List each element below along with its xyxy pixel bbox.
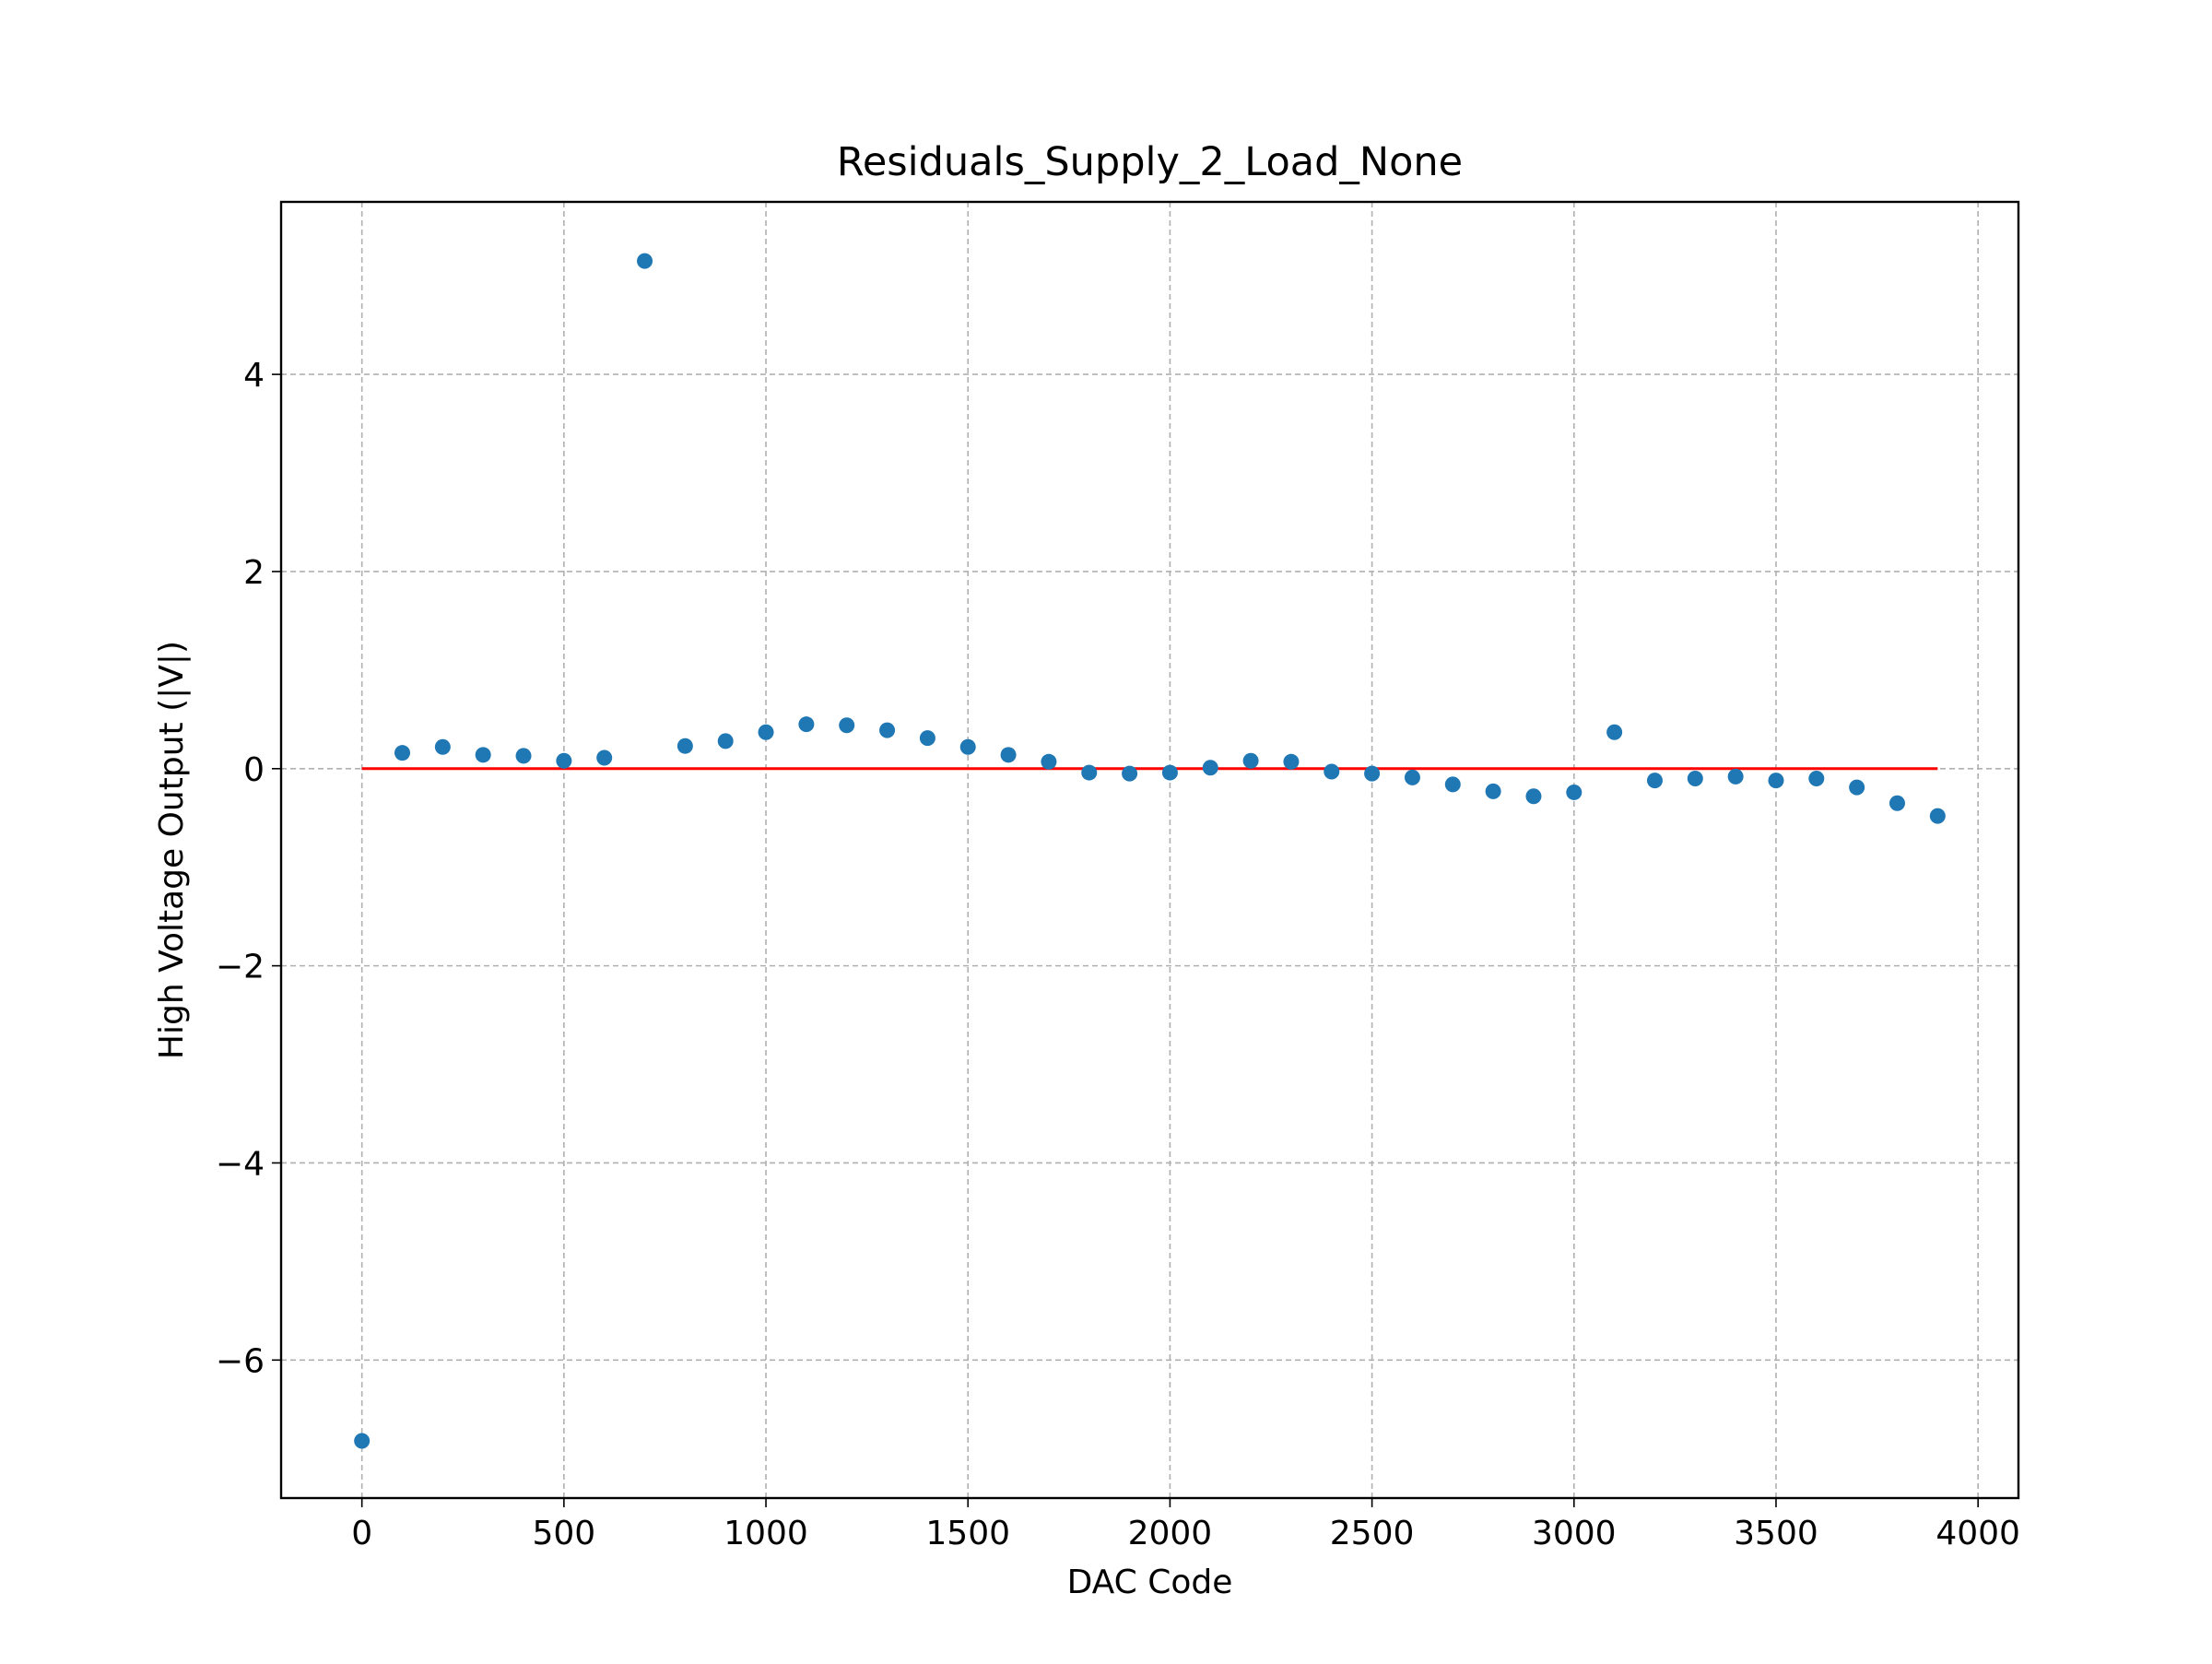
data-point bbox=[1000, 747, 1017, 763]
data-point bbox=[1242, 752, 1259, 769]
data-point bbox=[637, 253, 653, 269]
data-point bbox=[1525, 788, 1542, 805]
data-point bbox=[1566, 784, 1583, 800]
data-point bbox=[1202, 760, 1218, 776]
x-tick-label: 1000 bbox=[724, 1515, 808, 1552]
y-tick-label: −4 bbox=[216, 1145, 265, 1183]
y-tick-label: −2 bbox=[216, 949, 265, 986]
y-tick-label: −6 bbox=[216, 1342, 265, 1380]
data-point bbox=[354, 1433, 371, 1449]
x-axis-label: DAC Code bbox=[1067, 1564, 1233, 1601]
axis-ticks: 0 500 1000 1500 2000 2500 3000 3500 4000 −6 −4 −2 0 2… bbox=[216, 357, 2020, 1552]
y-tick-label: 4 bbox=[243, 357, 265, 395]
data-point bbox=[879, 722, 896, 738]
data-point bbox=[1485, 783, 1501, 799]
data-point bbox=[1122, 765, 1138, 782]
data-point bbox=[515, 748, 532, 764]
data-point bbox=[1283, 753, 1300, 770]
data-point bbox=[677, 738, 693, 754]
data-point bbox=[1849, 779, 1865, 796]
x-tick-label: 500 bbox=[533, 1515, 596, 1552]
data-point bbox=[1687, 770, 1703, 786]
data-point bbox=[959, 738, 976, 755]
x-tick-label: 3000 bbox=[1532, 1515, 1617, 1552]
data-point bbox=[1646, 773, 1663, 789]
data-point bbox=[596, 749, 613, 766]
data-point bbox=[1888, 795, 1905, 811]
plot-series bbox=[354, 253, 1946, 1449]
x-tick-label: 1500 bbox=[925, 1515, 1010, 1552]
data-point bbox=[1768, 773, 1784, 789]
x-tick-label: 4000 bbox=[1936, 1515, 2020, 1552]
chart-title: Residuals_Supply_2_Load_None bbox=[837, 139, 1463, 185]
x-tick-label: 0 bbox=[351, 1515, 372, 1552]
data-point bbox=[1041, 753, 1057, 770]
data-point bbox=[1727, 768, 1744, 785]
data-point bbox=[475, 747, 491, 763]
data-point bbox=[394, 745, 411, 761]
x-tick-label: 3500 bbox=[1734, 1515, 1818, 1552]
y-tick-label: 0 bbox=[243, 751, 265, 789]
data-point bbox=[798, 716, 815, 733]
data-point bbox=[1606, 724, 1623, 740]
plot-frame bbox=[279, 200, 2020, 1500]
data-point bbox=[1081, 764, 1098, 781]
x-tick-label: 2000 bbox=[1128, 1515, 1213, 1552]
y-axis-label: High Voltage Output (|V|) bbox=[153, 641, 191, 1059]
data-point bbox=[434, 738, 451, 755]
data-point bbox=[1404, 769, 1420, 785]
data-point bbox=[1324, 763, 1340, 780]
x-tick-label: 2500 bbox=[1330, 1515, 1415, 1552]
data-point bbox=[1364, 765, 1381, 782]
data-point bbox=[919, 730, 935, 747]
data-point bbox=[839, 717, 855, 734]
data-point bbox=[758, 724, 774, 740]
data-point bbox=[556, 752, 572, 769]
data-point bbox=[1161, 764, 1178, 781]
y-tick-label: 2 bbox=[243, 554, 265, 592]
data-point bbox=[1444, 776, 1461, 793]
data-point bbox=[717, 733, 734, 749]
data-point bbox=[1929, 808, 1946, 824]
data-point bbox=[1808, 770, 1825, 786]
